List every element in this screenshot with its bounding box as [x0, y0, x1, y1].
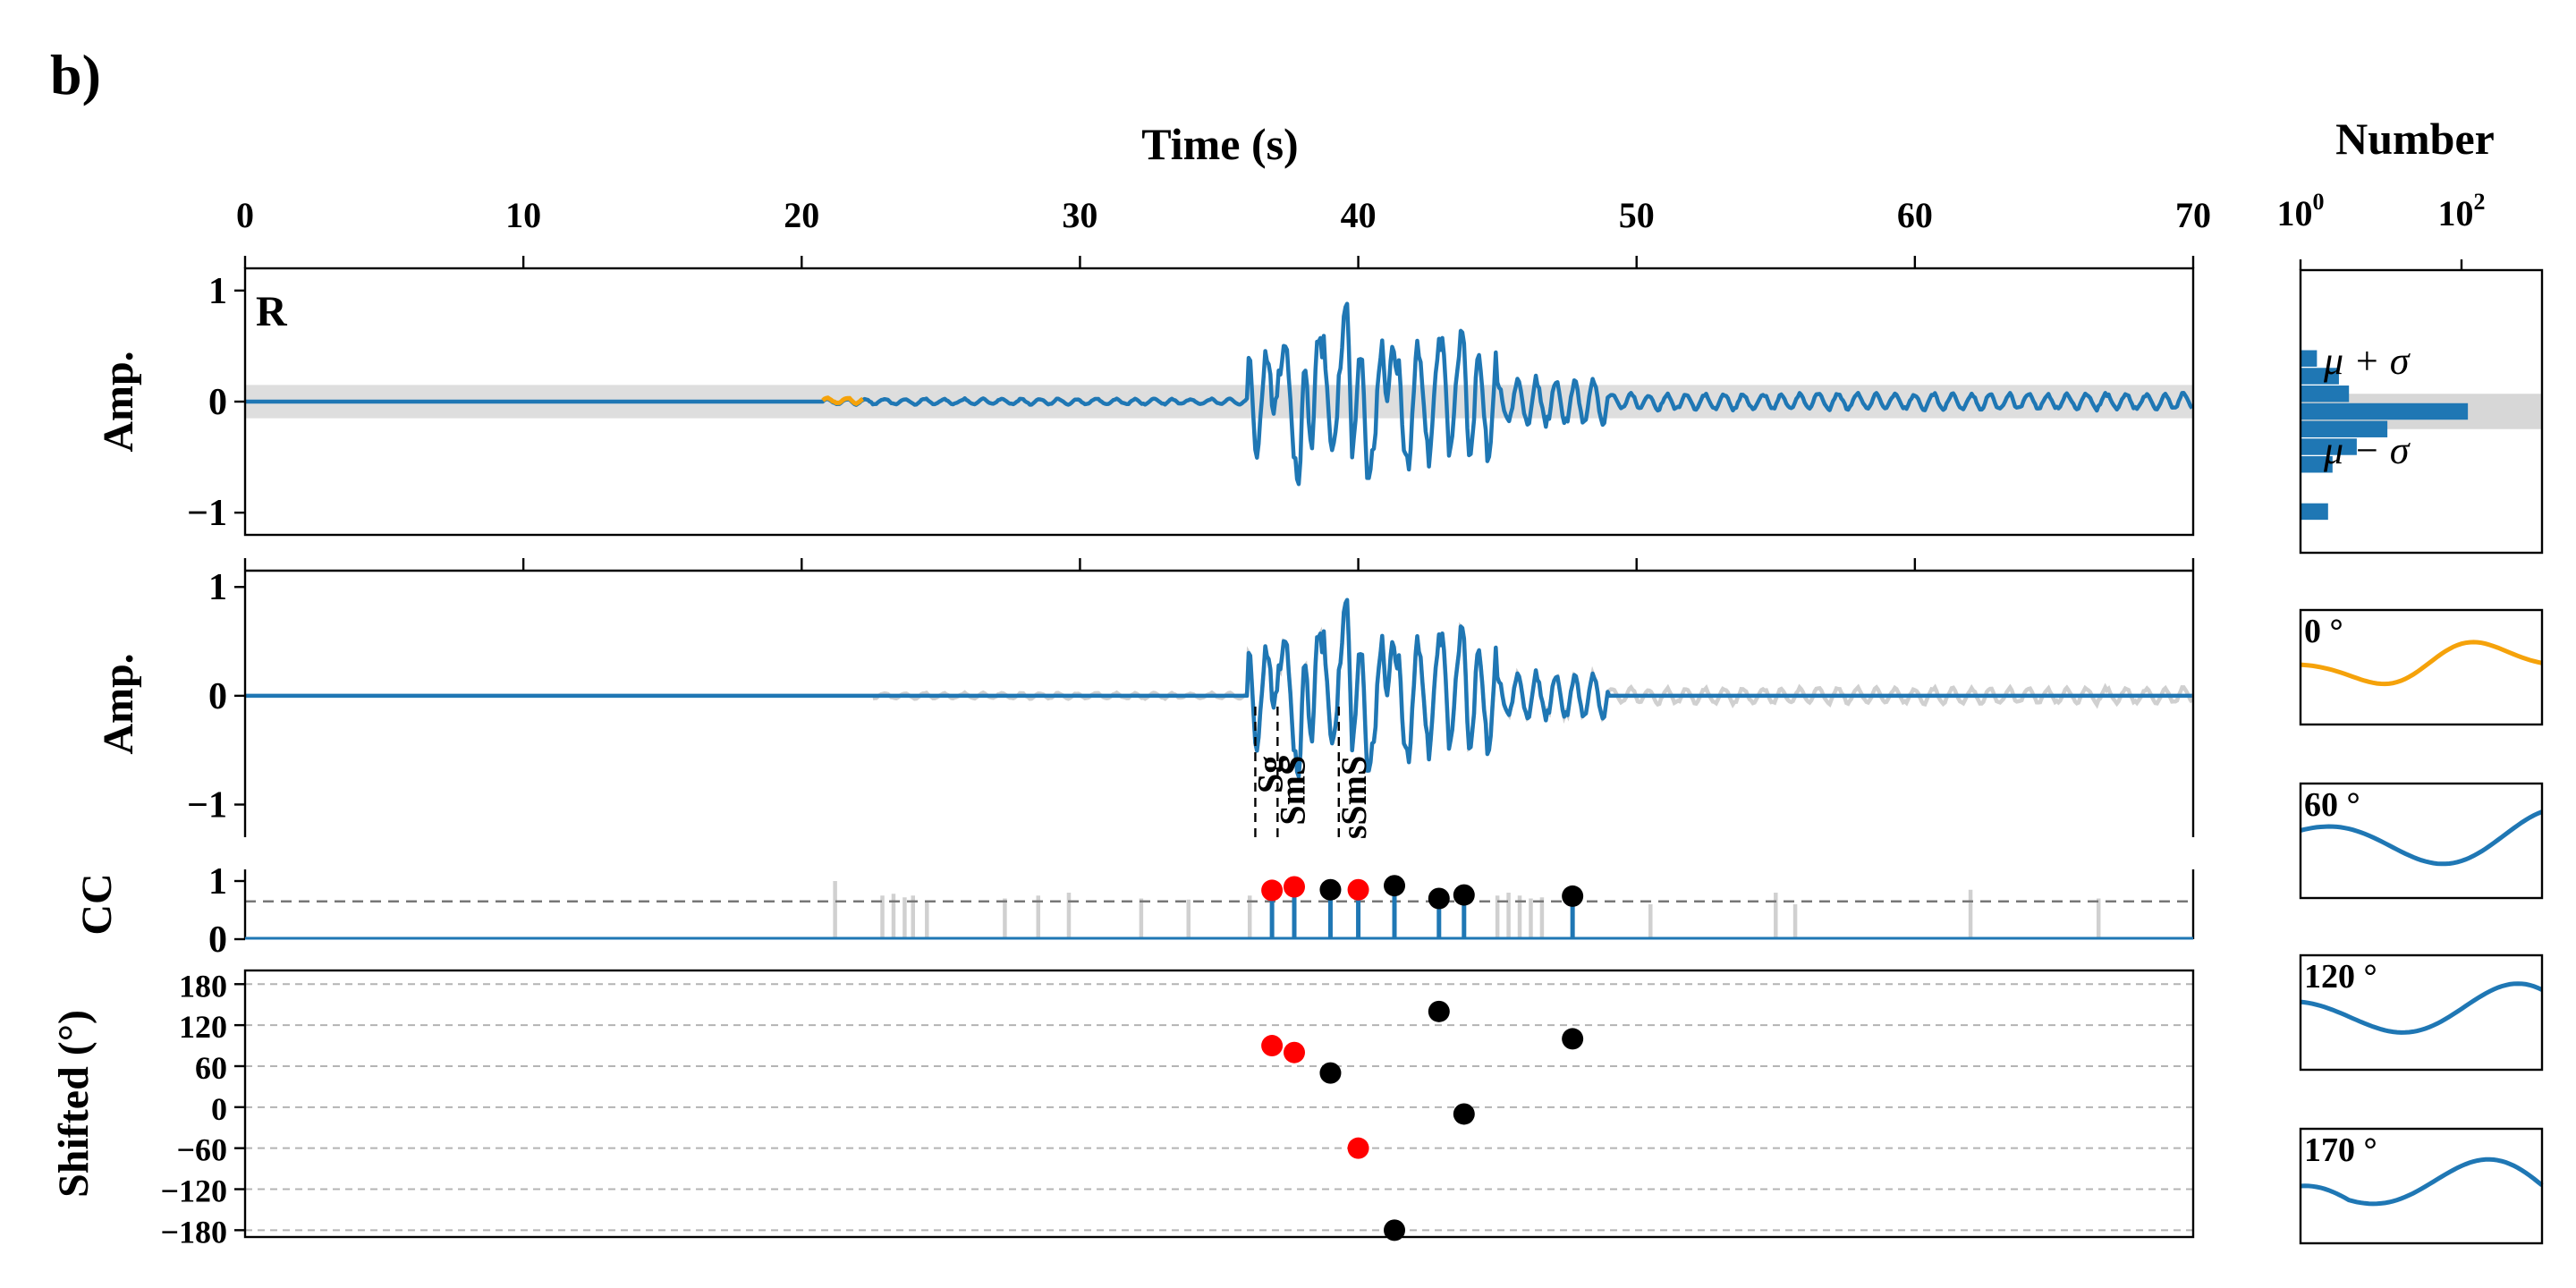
- shift-panel-frame: [243, 969, 2195, 1239]
- histogram-tick-label: 100: [2277, 189, 2325, 233]
- y-tick-label: 0: [208, 676, 227, 717]
- histogram-bar: [2301, 503, 2328, 521]
- y-tick-label: −60: [176, 1132, 227, 1168]
- shifted-wavelet-frame: [2299, 953, 2544, 1072]
- y-tick-label: 1: [208, 567, 227, 608]
- shift-point: [1384, 1219, 1406, 1241]
- shift-point: [1453, 1103, 1475, 1125]
- cc-panel: CC 1 0: [73, 861, 2195, 961]
- phase-label: SmS: [1272, 756, 1312, 826]
- waveform-ylabel: Amp.: [95, 351, 142, 452]
- y-tick-label: 180: [179, 968, 227, 1004]
- raw-waveform-line: [244, 301, 2194, 487]
- time-axis-ticks: 0 10 20 30 40 50 60 70: [236, 195, 2211, 571]
- shifted-wavelet-label: 60 °: [2304, 786, 2360, 824]
- histogram-bar: [2301, 402, 2469, 420]
- histogram-bar: [2301, 438, 2357, 455]
- y-tick-label: 0: [208, 919, 227, 961]
- y-tick-label: −120: [160, 1174, 227, 1209]
- histogram-frame: [2299, 268, 2544, 555]
- time-tick-label: 70: [2175, 195, 2211, 235]
- histogram-lower-label: μ − σ: [2323, 428, 2411, 472]
- histogram-tick-label: 102: [2438, 189, 2486, 233]
- y-tick-label: −180: [160, 1214, 227, 1250]
- time-tick-label: 30: [1062, 195, 1097, 235]
- y-tick-label: −1: [187, 493, 227, 534]
- histogram-axis-title: Number: [2335, 114, 2495, 164]
- cc-point: [1261, 879, 1284, 902]
- shifted-wavelet-line: [2300, 640, 2543, 687]
- histogram-panel: μ + σ μ − σ 100 102: [2277, 189, 2544, 555]
- shifted-wavelet-frame: [2299, 782, 2544, 900]
- highlight-window-line: [821, 395, 864, 407]
- shifted-wavelet-line: [2300, 981, 2544, 1035]
- time-tick-label: 20: [784, 195, 819, 235]
- y-tick-label: 1: [208, 861, 227, 902]
- y-tick-label: 60: [195, 1050, 227, 1086]
- cc-point: [1347, 878, 1369, 901]
- shift-point: [1428, 1000, 1450, 1022]
- time-tick-label: 10: [505, 195, 541, 235]
- time-tick-label: 60: [1897, 195, 1933, 235]
- y-tick-label: 120: [179, 1009, 227, 1045]
- shifted-wavelet-frame: [2299, 608, 2544, 726]
- reconstruction-ylabel: Amp.: [95, 653, 142, 754]
- shifted-wavelet-label: 120 °: [2304, 958, 2377, 996]
- cc-point: [1319, 878, 1342, 901]
- waveform-panel: R Amp. 1 0 −1: [95, 267, 2195, 537]
- shifted-wavelet-line: [2300, 1157, 2544, 1207]
- shift-point: [1347, 1137, 1369, 1159]
- shift-point: [1261, 1035, 1284, 1057]
- time-tick-label: 0: [236, 195, 254, 235]
- shift-point: [1562, 1028, 1584, 1050]
- shift-point: [1319, 1062, 1342, 1084]
- shifted-wavelets: 0 ° 60 ° 120 ° 170 °: [2299, 608, 2544, 1245]
- histogram-bar: [2301, 420, 2388, 437]
- y-tick-label: 0: [208, 382, 227, 423]
- histogram-bar: [2301, 456, 2333, 473]
- time-tick-label: 50: [1619, 195, 1655, 235]
- histogram-bar: [2301, 386, 2350, 402]
- shift-point: [1284, 1041, 1306, 1063]
- shifted-wavelet-label: 0 °: [2304, 613, 2343, 650]
- component-label: R: [256, 288, 288, 335]
- time-tick-label: 40: [1341, 195, 1377, 235]
- cc-point: [1428, 887, 1450, 910]
- panel-label: b): [50, 43, 101, 106]
- y-tick-label: 1: [208, 271, 227, 312]
- shifted-wavelet-label: 170 °: [2304, 1131, 2377, 1169]
- x-axis-title: Time (s): [1141, 119, 1298, 169]
- shifted-wavelet-frame: [2299, 1127, 2544, 1245]
- reconstructed-waveform-line: [244, 597, 2193, 779]
- shifted-wavelet-line: [2300, 809, 2543, 867]
- histogram-bar: [2301, 368, 2339, 385]
- shift-panel: Shifted (°) 180 120 60 0 −60 −120 −180: [50, 968, 2195, 1250]
- cc-point: [1284, 876, 1306, 898]
- y-tick-label: 0: [211, 1091, 227, 1127]
- histogram-upper-label: μ + σ: [2323, 339, 2411, 383]
- phase-label: sSmS: [1334, 756, 1374, 839]
- cc-point: [1384, 875, 1406, 897]
- shift-ylabel: Shifted (°): [50, 1010, 97, 1198]
- cc-ylabel: CC: [73, 873, 121, 935]
- y-tick-label: −1: [187, 785, 227, 826]
- phase-label: Sg: [1250, 756, 1290, 793]
- cc-point: [1562, 885, 1584, 907]
- histogram-bar: [2301, 350, 2318, 367]
- cc-point: [1453, 884, 1475, 906]
